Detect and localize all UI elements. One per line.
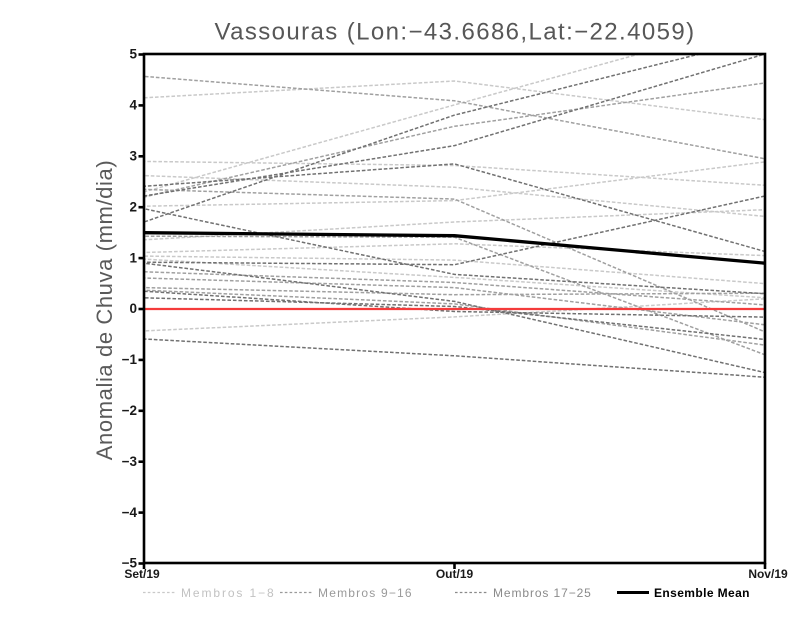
svg-text:Membros 17−25: Membros 17−25 [493,586,592,600]
svg-text:Out/19: Out/19 [436,567,474,581]
svg-text:3: 3 [129,149,137,164]
svg-text:4: 4 [129,98,137,113]
svg-text:Ensemble Mean: Ensemble Mean [654,586,750,600]
svg-text:1: 1 [129,250,137,265]
svg-text:Vassouras (Lon:−43.6686,Lat:−2: Vassouras (Lon:−43.6686,Lat:−22.4059) [214,19,695,46]
svg-text:Membros 9−16: Membros 9−16 [318,586,413,600]
svg-text:−5: −5 [122,556,138,571]
svg-text:−3: −3 [122,454,138,469]
svg-text:5: 5 [129,47,137,62]
svg-text:Set/19: Set/19 [124,567,160,581]
svg-text:0: 0 [129,301,137,316]
svg-text:−1: −1 [122,352,138,367]
svg-text:Nov/19: Nov/19 [748,567,788,581]
svg-text:−2: −2 [122,403,137,418]
svg-text:Anomalia de Chuva (mm/dia): Anomalia de Chuva (mm/dia) [92,160,117,461]
svg-text:2: 2 [129,199,137,214]
svg-text:Membros 1−8: Membros 1−8 [181,586,276,600]
svg-text:−4: −4 [122,505,138,520]
